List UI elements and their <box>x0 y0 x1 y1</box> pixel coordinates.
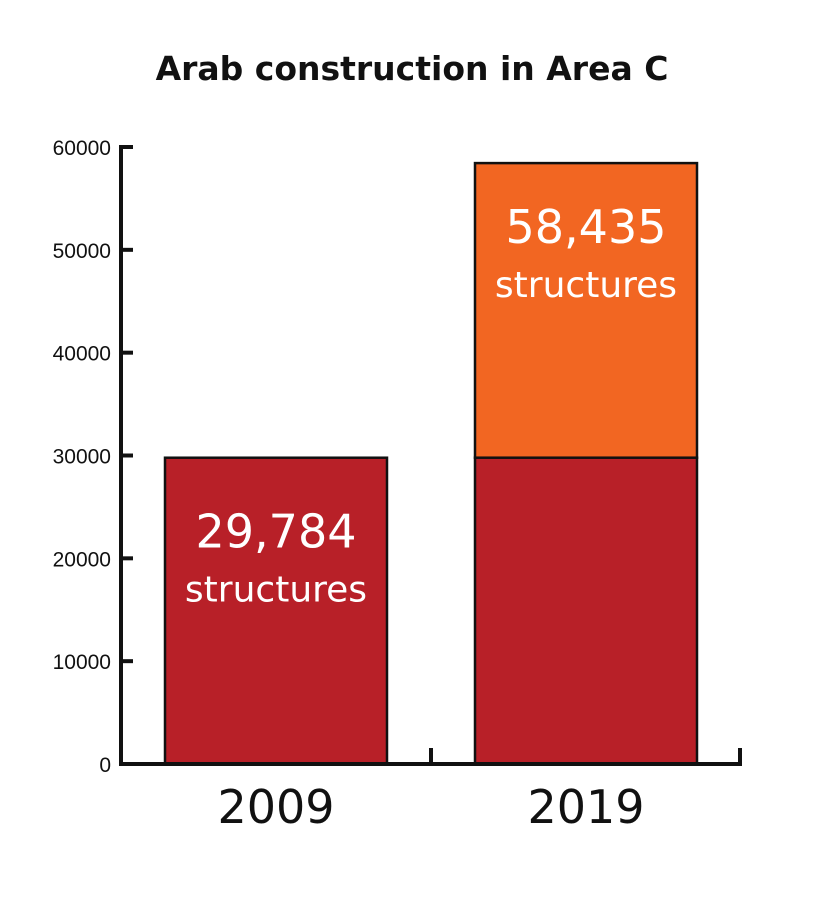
y-tick-label: 50000 <box>53 240 111 263</box>
x-tick-label: 2019 <box>527 780 644 834</box>
bar-unit-label: structures <box>185 570 367 611</box>
y-tick-label: 10000 <box>53 651 111 674</box>
chart-title: Arab construction in Area C <box>156 49 669 88</box>
plot-area: 29,784 structures 58,435 structures 0 10000 20… <box>53 137 742 834</box>
x-tick-label: 2009 <box>217 780 334 834</box>
y-tick-label: 0 <box>99 754 111 777</box>
y-tick-label: 30000 <box>53 446 111 469</box>
bar-unit-label: structures <box>495 265 677 306</box>
y-tick-label: 60000 <box>53 137 111 160</box>
bar-2019-base <box>473 456 699 766</box>
bar-2019-growth <box>473 161 699 459</box>
y-tick-label: 40000 <box>53 343 111 366</box>
y-tick-label: 20000 <box>53 548 111 571</box>
bar-value-label: 58,435 <box>506 200 667 254</box>
bar-2009 <box>163 456 389 766</box>
bar-value-label: 29,784 <box>196 505 357 559</box>
